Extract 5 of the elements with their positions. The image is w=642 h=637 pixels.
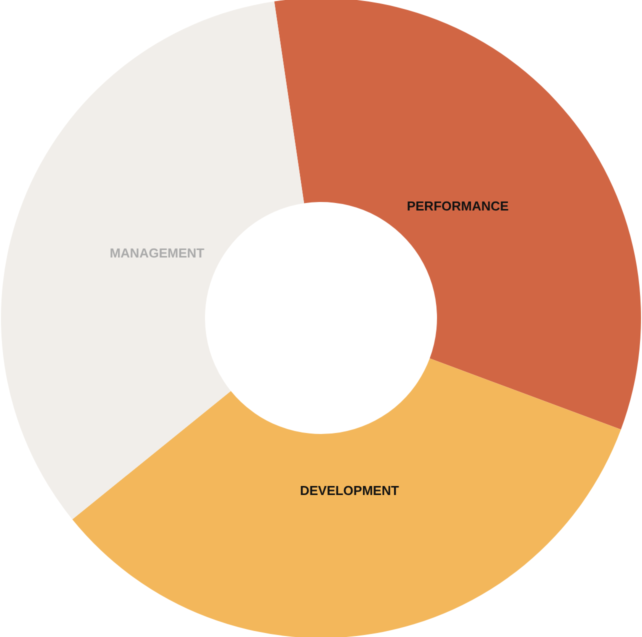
donut-slice: [72, 358, 621, 637]
slice-label: MANAGEMENT: [110, 246, 204, 261]
donut-slice: [274, 0, 641, 430]
slice-label: PERFORMANCE: [406, 198, 510, 214]
slice-label: DEVELOPMENT: [300, 483, 399, 498]
